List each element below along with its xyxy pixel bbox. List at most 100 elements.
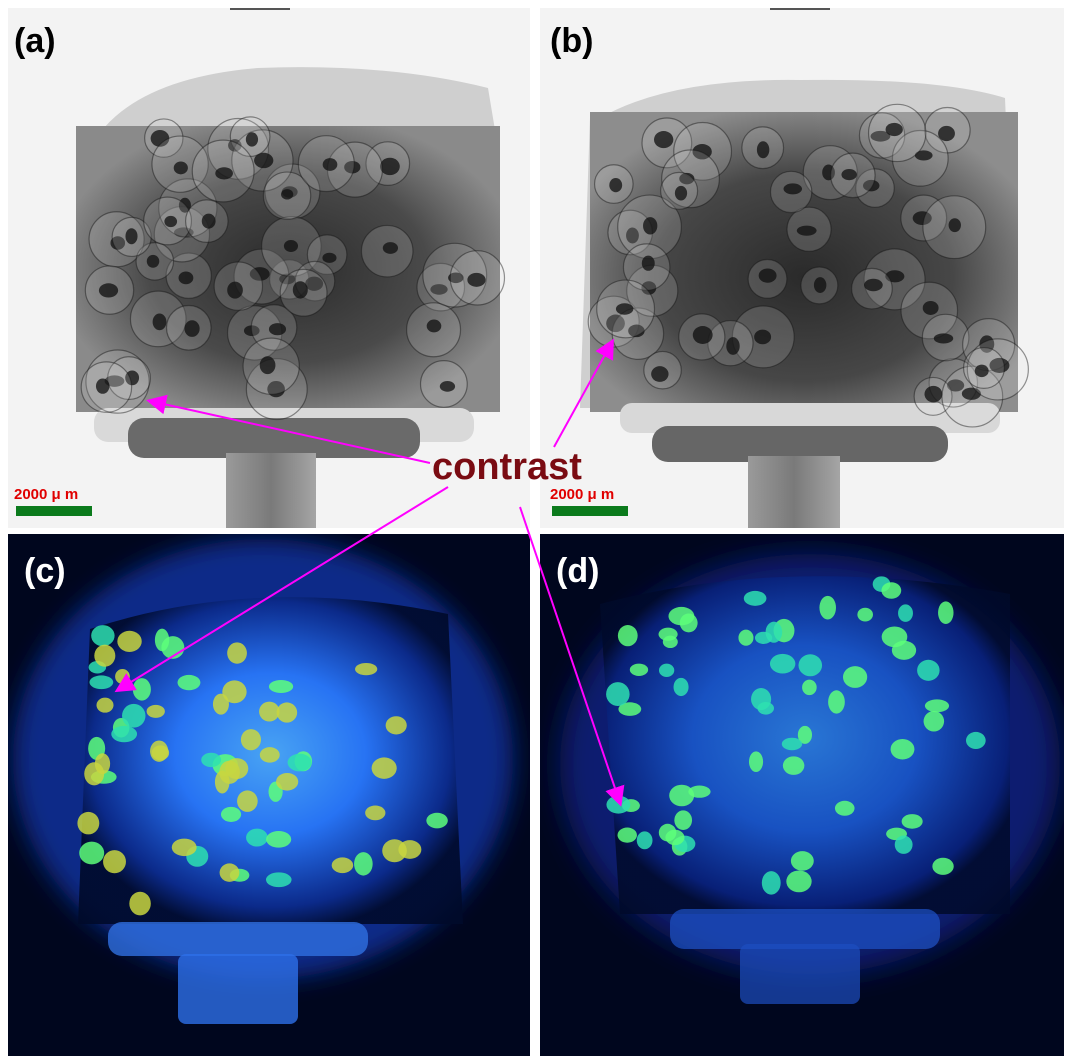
particle [881, 582, 902, 599]
sphere-core [615, 303, 634, 315]
particle [89, 675, 114, 690]
sphere-cluster [80, 116, 506, 421]
particle [917, 659, 940, 681]
sphere-core [864, 278, 883, 292]
particle [965, 731, 986, 749]
particle [94, 644, 116, 667]
sphere-core [758, 268, 777, 283]
sphere-core [382, 242, 399, 254]
particle [738, 629, 754, 646]
particle [122, 703, 146, 728]
sphere-core [150, 130, 170, 147]
sphere-core [924, 385, 943, 403]
particle [891, 640, 917, 660]
particle [385, 716, 407, 735]
sphere-core [292, 281, 308, 299]
sphere-core [439, 381, 456, 392]
particle [898, 604, 913, 622]
sphere-core [98, 283, 119, 298]
sphere-core [938, 125, 955, 142]
particle [259, 747, 280, 763]
sphere-core [626, 227, 639, 244]
particle [365, 805, 386, 821]
particle [177, 674, 201, 691]
particle [782, 756, 805, 775]
particle [246, 828, 268, 847]
particle [802, 679, 817, 696]
panel-b-image [580, 8, 1029, 528]
sphere-core [885, 122, 903, 137]
particle [797, 725, 813, 744]
particle [748, 751, 764, 772]
particle [938, 601, 954, 625]
sphere-core [245, 132, 259, 147]
sphere-core [95, 378, 110, 394]
sphere-core [813, 277, 827, 294]
sphere-core [651, 366, 669, 382]
sphere-core [268, 323, 287, 336]
particle [757, 701, 775, 715]
panel-d: (d) [540, 534, 1064, 1056]
sphere-core [641, 255, 655, 271]
particle-cluster [606, 576, 986, 895]
sphere-core [305, 276, 324, 291]
sphere-core [628, 324, 645, 338]
particle [798, 654, 823, 677]
sphere-core [641, 281, 657, 295]
particle [842, 666, 868, 688]
particle [225, 758, 249, 780]
sphere-core [979, 335, 995, 353]
scale-bar: 2000 μ m [14, 486, 104, 520]
sphere-core [961, 387, 981, 400]
particle [287, 753, 312, 772]
particle [91, 625, 115, 647]
particle [606, 795, 631, 814]
scale-bar: 2000 μ m [550, 486, 640, 520]
particle [240, 729, 262, 751]
sphere-core [173, 161, 188, 175]
particle [151, 745, 170, 761]
particle [674, 810, 693, 831]
sphere-core [344, 160, 361, 174]
particle [214, 770, 230, 794]
panel-c-image [8, 534, 530, 1056]
particle [371, 757, 397, 779]
particle [894, 835, 913, 854]
particle [857, 607, 873, 622]
particle [761, 871, 781, 895]
sphere-core [756, 141, 770, 159]
particle [617, 625, 638, 647]
particle [662, 635, 678, 648]
sphere-core [933, 333, 954, 344]
sphere-core [948, 218, 961, 233]
particle [77, 811, 100, 835]
particle [668, 606, 695, 626]
sphere-core [885, 270, 905, 283]
sphere-core [692, 326, 713, 344]
sphere-core [178, 271, 194, 285]
particle [828, 690, 845, 714]
particle [665, 829, 685, 846]
particle [426, 812, 448, 829]
sphere-core [184, 320, 200, 337]
particle [398, 840, 422, 859]
particle [111, 725, 138, 743]
sphere-core [215, 167, 233, 180]
panel-d-image [540, 534, 1064, 1056]
scale-bar-text: 2000 μ m [14, 486, 79, 503]
sphere-core [692, 144, 712, 160]
particle [201, 752, 222, 768]
sphere-core [862, 179, 880, 192]
particle [276, 772, 299, 791]
sphere-core [783, 183, 802, 195]
sphere-core [243, 325, 260, 337]
sphere-core [110, 236, 126, 250]
sphere-core [283, 240, 299, 252]
sphere-core [912, 211, 932, 226]
particle [769, 653, 796, 674]
particle [103, 850, 126, 874]
particle [617, 827, 637, 843]
sphere-core [152, 313, 167, 331]
particle [781, 737, 803, 751]
sphere-core [173, 227, 194, 238]
